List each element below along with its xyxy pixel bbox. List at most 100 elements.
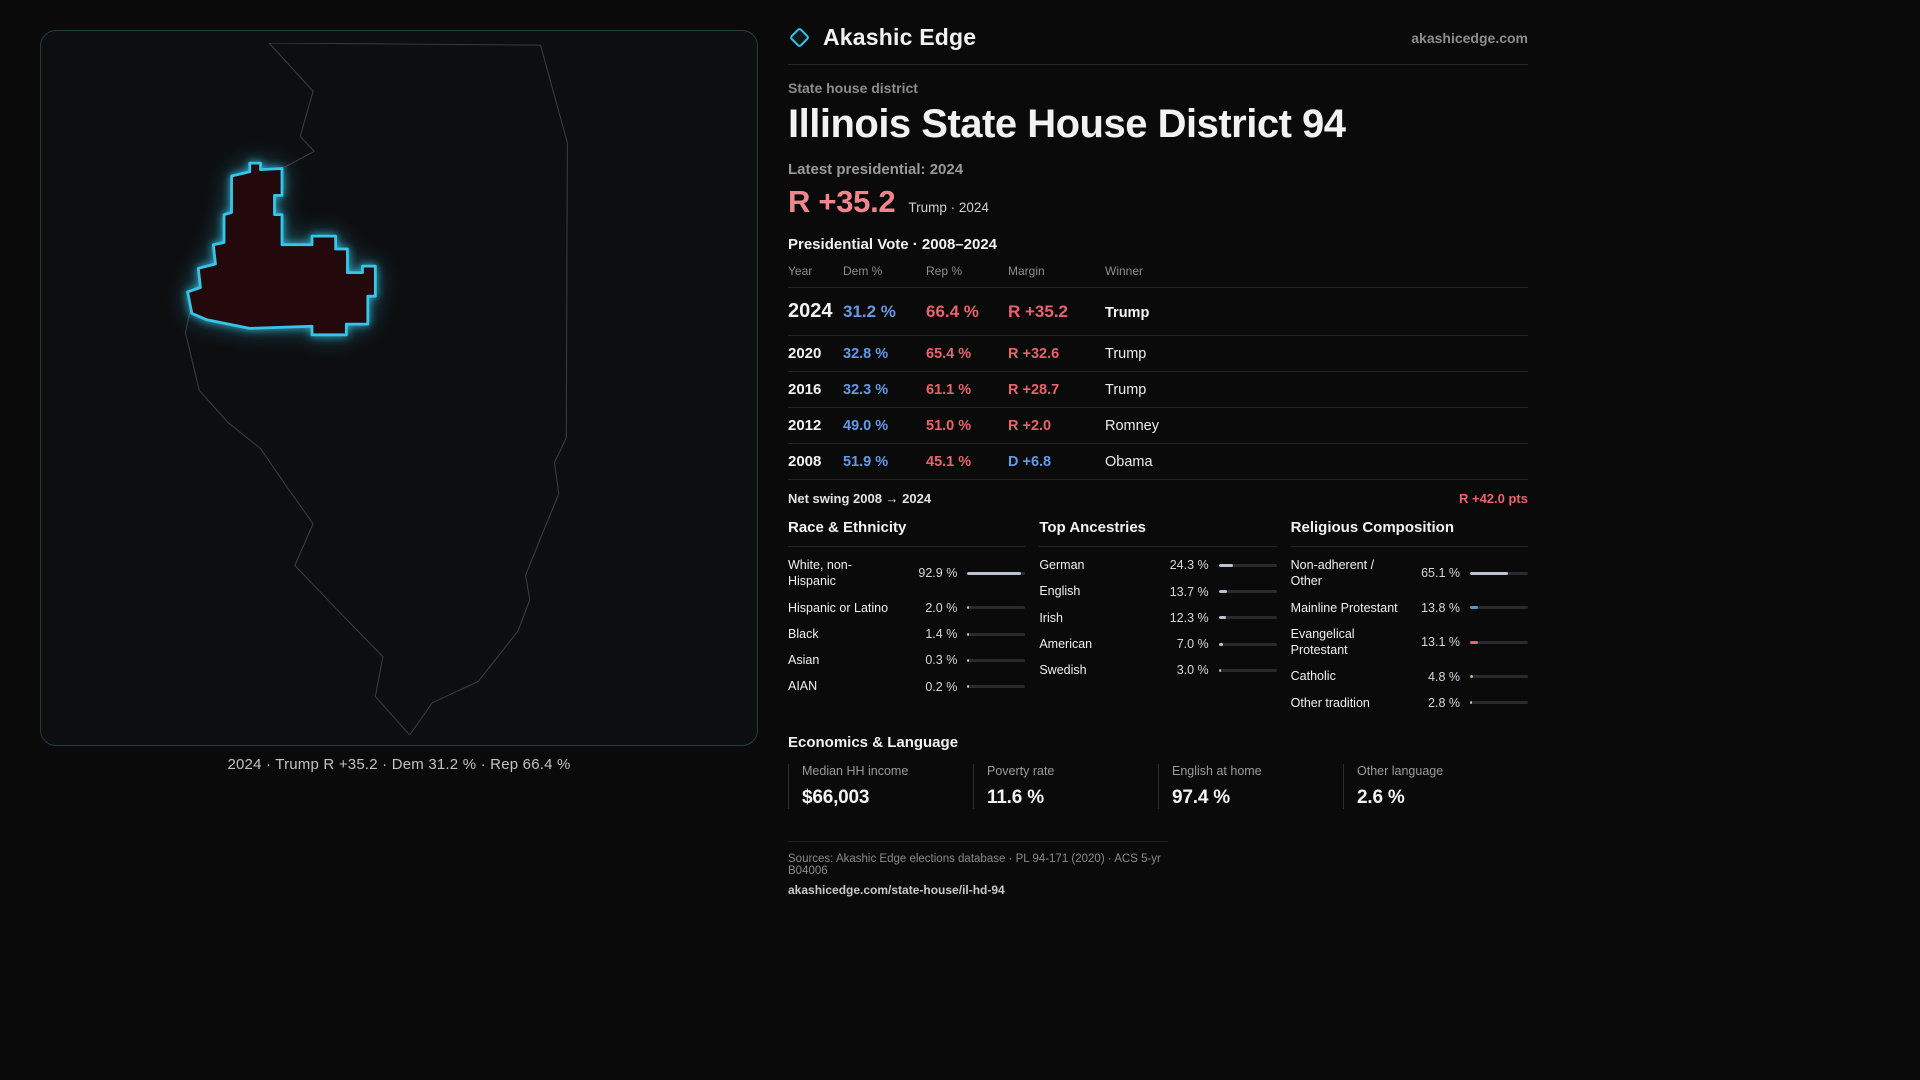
stat-value: 11.6 % [987,786,1044,808]
illinois-state-outline [184,43,568,735]
district-map-panel [40,30,758,746]
stat-cell: Poverty rate 11.6 % [973,763,1158,809]
stat-bar [1218,668,1277,672]
stat-label: Evangelical Protestant [1290,626,1355,658]
table-row: 2024 31.2 % 66.4 % R +35.2 Trump [788,288,1528,337]
economics-stats: Median HH income $66,003 Poverty rate 11… [788,763,1528,809]
footer: Sources: Akashic Edge elections database… [788,840,1168,897]
stat-row: Irish 12.3 % [1039,605,1277,631]
stat-row: Black 1.4 % [788,621,1026,647]
stat-row: Other tradition 2.8 % [1291,690,1528,716]
stat-label: Hispanic or Latino [788,600,889,615]
stat-value: 4.8 % [1428,669,1460,684]
stat-bar [967,632,1026,636]
stat-value: $66,003 [802,786,870,808]
vote-table-header: Year Dem % Rep % Margin Winner [788,264,1528,289]
row-margin: R +2.0 [1008,418,1052,435]
table-row: 2012 49.0 % 51.0 % R +2.0 Romney [788,408,1528,445]
stat-label: AIAN [788,679,818,694]
row-dem-pct: 32.3 % [843,382,889,399]
net-swing-label: Net swing 2008 → 2024 [788,491,932,507]
stat-bar-fill [1469,701,1472,705]
stat-value: 7.0 % [1176,637,1209,652]
row-winner: Romney [1105,418,1159,435]
stat-bar-fill [1218,668,1221,672]
headline-margin-value: R +35.2 [788,184,896,220]
row-winner: Obama [1105,454,1153,471]
stat-bar-fill [967,571,1022,575]
stat-bar-fill [1218,616,1226,620]
stat-bar [1469,675,1528,679]
row-margin: D +6.8 [1008,454,1052,471]
row-dem-pct: 51.9 % [843,454,889,471]
religion-title: Religious Composition [1290,519,1528,548]
net-swing-value: R +42.0 pts [1458,491,1528,507]
stat-row: Evangelical Protestant 13.1 % [1291,621,1528,664]
stat-label: Asian [788,653,820,668]
brand-site-link[interactable]: akashicedge.com [1411,29,1528,46]
row-rep-pct: 61.1 % [926,382,972,399]
row-dem-pct: 32.8 % [843,346,889,363]
religion-column: Religious Composition Non-adherent / Oth… [1290,519,1528,716]
ancestries-column: Top Ancestries German 24.3 % English 13.… [1039,519,1277,716]
permalink[interactable]: akashicedge.com/state-house/il-hd-94 [788,882,1005,897]
stat-label: Swedish [1039,663,1087,678]
stat-cell: Median HH income $66,003 [788,763,973,809]
stat-row: Catholic 4.8 % [1291,663,1528,689]
district-report: Akashic Edge akashicedge.com State house… [788,24,1528,897]
stat-bar [1218,616,1277,620]
stat-bar [967,606,1026,610]
col-margin: Margin [1008,264,1045,279]
stat-bar-fill [967,632,970,636]
stat-value: 3.0 % [1176,663,1209,678]
brand-name: Akashic Edge [823,24,977,50]
stat-label: White, non-Hispanic [788,558,852,589]
row-year: 2016 [788,381,822,399]
stat-bar [1469,571,1528,575]
stat-bar [1218,642,1277,646]
stat-bar [1218,563,1277,567]
stat-value: 2.6 % [1357,786,1405,808]
stat-bar [967,685,1026,689]
brand-left: Akashic Edge [788,24,976,51]
row-year: 2012 [788,417,822,435]
stat-bar-fill [1469,675,1473,679]
stat-label: Mainline Protestant [1290,600,1398,615]
row-margin: R +32.6 [1008,346,1060,363]
net-swing-row: Net swing 2008 → 2024 R +42.0 pts [788,480,1528,515]
district-94-shape[interactable] [186,161,377,337]
stat-bar [967,571,1026,575]
stat-value: 0.3 % [925,653,958,668]
stat-bar-fill [1218,590,1227,594]
stat-value: 13.7 % [1169,584,1209,599]
stat-cell: English at home 97.4 % [1158,763,1343,809]
row-dem-pct: 31.2 % [843,302,896,322]
table-row: 2016 32.3 % 61.1 % R +28.7 Trump [788,372,1528,409]
stat-bar [1469,701,1528,705]
row-winner: Trump [1105,382,1147,399]
stat-value: 13.8 % [1421,600,1460,615]
sources-text: Sources: Akashic Edge elections database… [788,852,1161,877]
row-rep-pct: 65.4 % [926,346,972,363]
stat-value: 92.9 % [918,566,958,581]
headline-margin-row: R +35.2 Trump · 2024 [788,184,1528,220]
stat-bar-fill [1469,640,1478,644]
stat-bar [1469,640,1528,644]
headline-margin-context: Trump · 2024 [908,200,989,216]
stat-value: 1.4 % [925,627,958,642]
stat-label: American [1039,636,1093,651]
brand-header: Akashic Edge akashicedge.com [788,24,1528,65]
stat-label: Non-adherent / Other [1290,558,1375,589]
stat-label: Catholic [1290,669,1336,684]
stat-row: Asian 0.3 % [788,647,1026,673]
stat-row: American 7.0 % [1039,631,1277,657]
stat-label: Median HH income [802,763,909,778]
stat-value: 13.1 % [1421,635,1460,650]
stat-value: 65.1 % [1421,566,1460,581]
row-rep-pct: 66.4 % [926,302,979,322]
stat-value: 2.0 % [925,600,958,615]
stat-bar [1218,590,1277,594]
stat-row: AIAN 0.2 % [788,673,1026,699]
race-ethnicity-column: Race & Ethnicity White, non-Hispanic 92.… [788,519,1026,716]
stat-bar-fill [967,685,970,689]
